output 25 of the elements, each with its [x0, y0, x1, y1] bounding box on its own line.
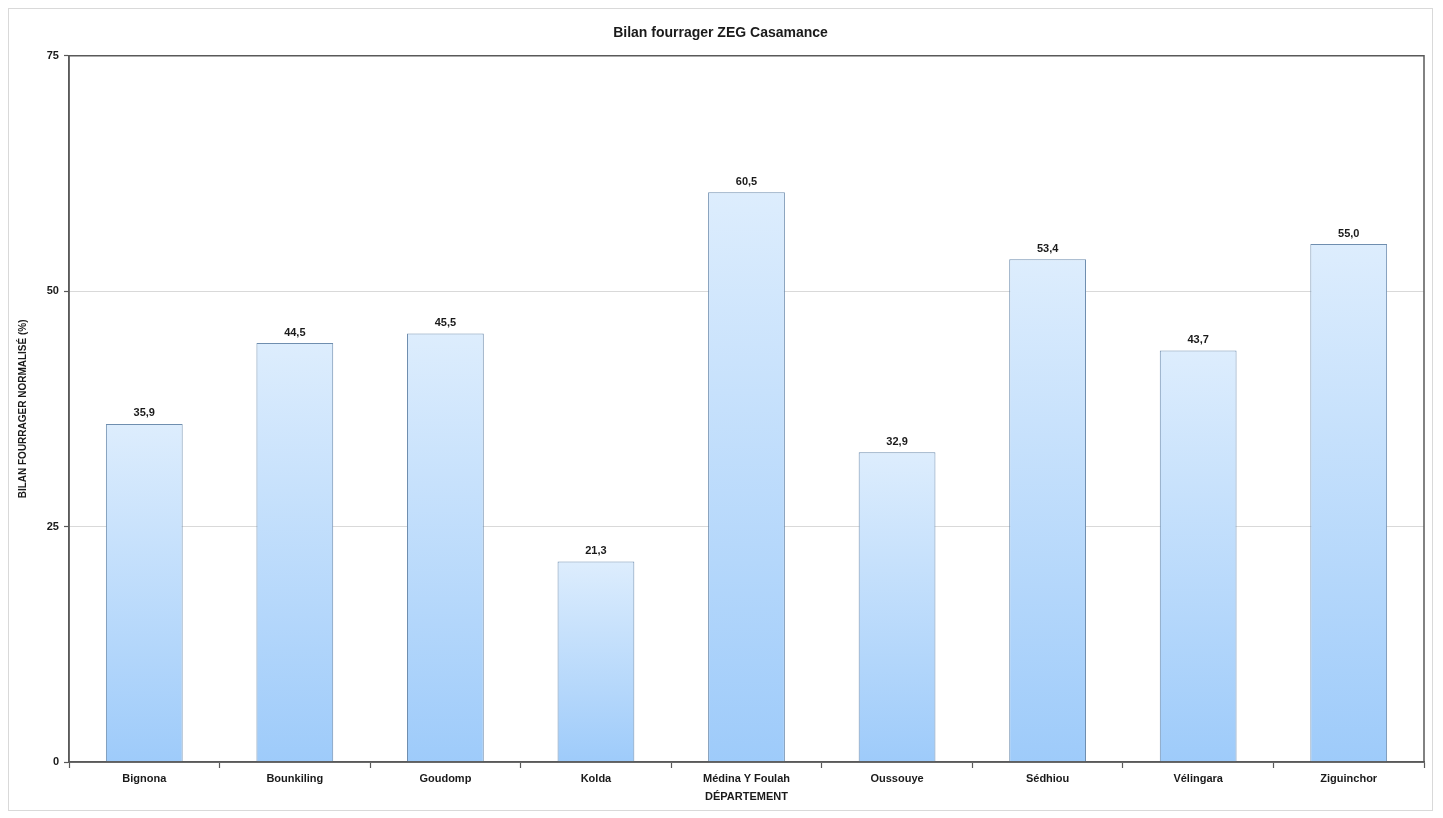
data-label: 44,5: [284, 325, 306, 338]
x-tick-label: Bignona: [122, 771, 168, 784]
data-label: 32,9: [886, 434, 908, 447]
y-tick-label: 25: [46, 519, 59, 532]
data-label: 21,3: [585, 543, 607, 556]
data-label: 60,5: [735, 174, 758, 187]
x-tick-label: Kolda: [580, 771, 613, 784]
x-tick-label: Médina Y Foulah: [703, 771, 791, 784]
data-label: 53,4: [1036, 241, 1060, 254]
y-tick-label: 75: [46, 48, 59, 61]
x-tick-label: Goudomp: [419, 771, 472, 784]
data-label: 43,7: [1187, 333, 1209, 346]
x-axis-title: DÉPARTEMENT: [705, 790, 789, 803]
y-tick-label: 0: [52, 755, 59, 768]
x-tick-label: Sédhiou: [1025, 771, 1070, 784]
x-tick-label: Oussouye: [870, 771, 924, 784]
x-tick-label: Vélingara: [1173, 771, 1224, 784]
chart-title: Bilan fourrager ZEG Casamance: [613, 24, 829, 41]
x-tick-label: Ziguinchor: [1320, 771, 1378, 784]
x-tick-label: Bounkiling: [266, 771, 324, 784]
data-label: 45,5: [434, 316, 457, 329]
y-tick-label: 50: [46, 284, 59, 297]
data-label: 35,9: [133, 406, 155, 419]
y-axis-title: BILAN FOURRAGER NORMALISÉ (%): [15, 319, 28, 499]
data-label: 55,0: [1338, 226, 1360, 239]
